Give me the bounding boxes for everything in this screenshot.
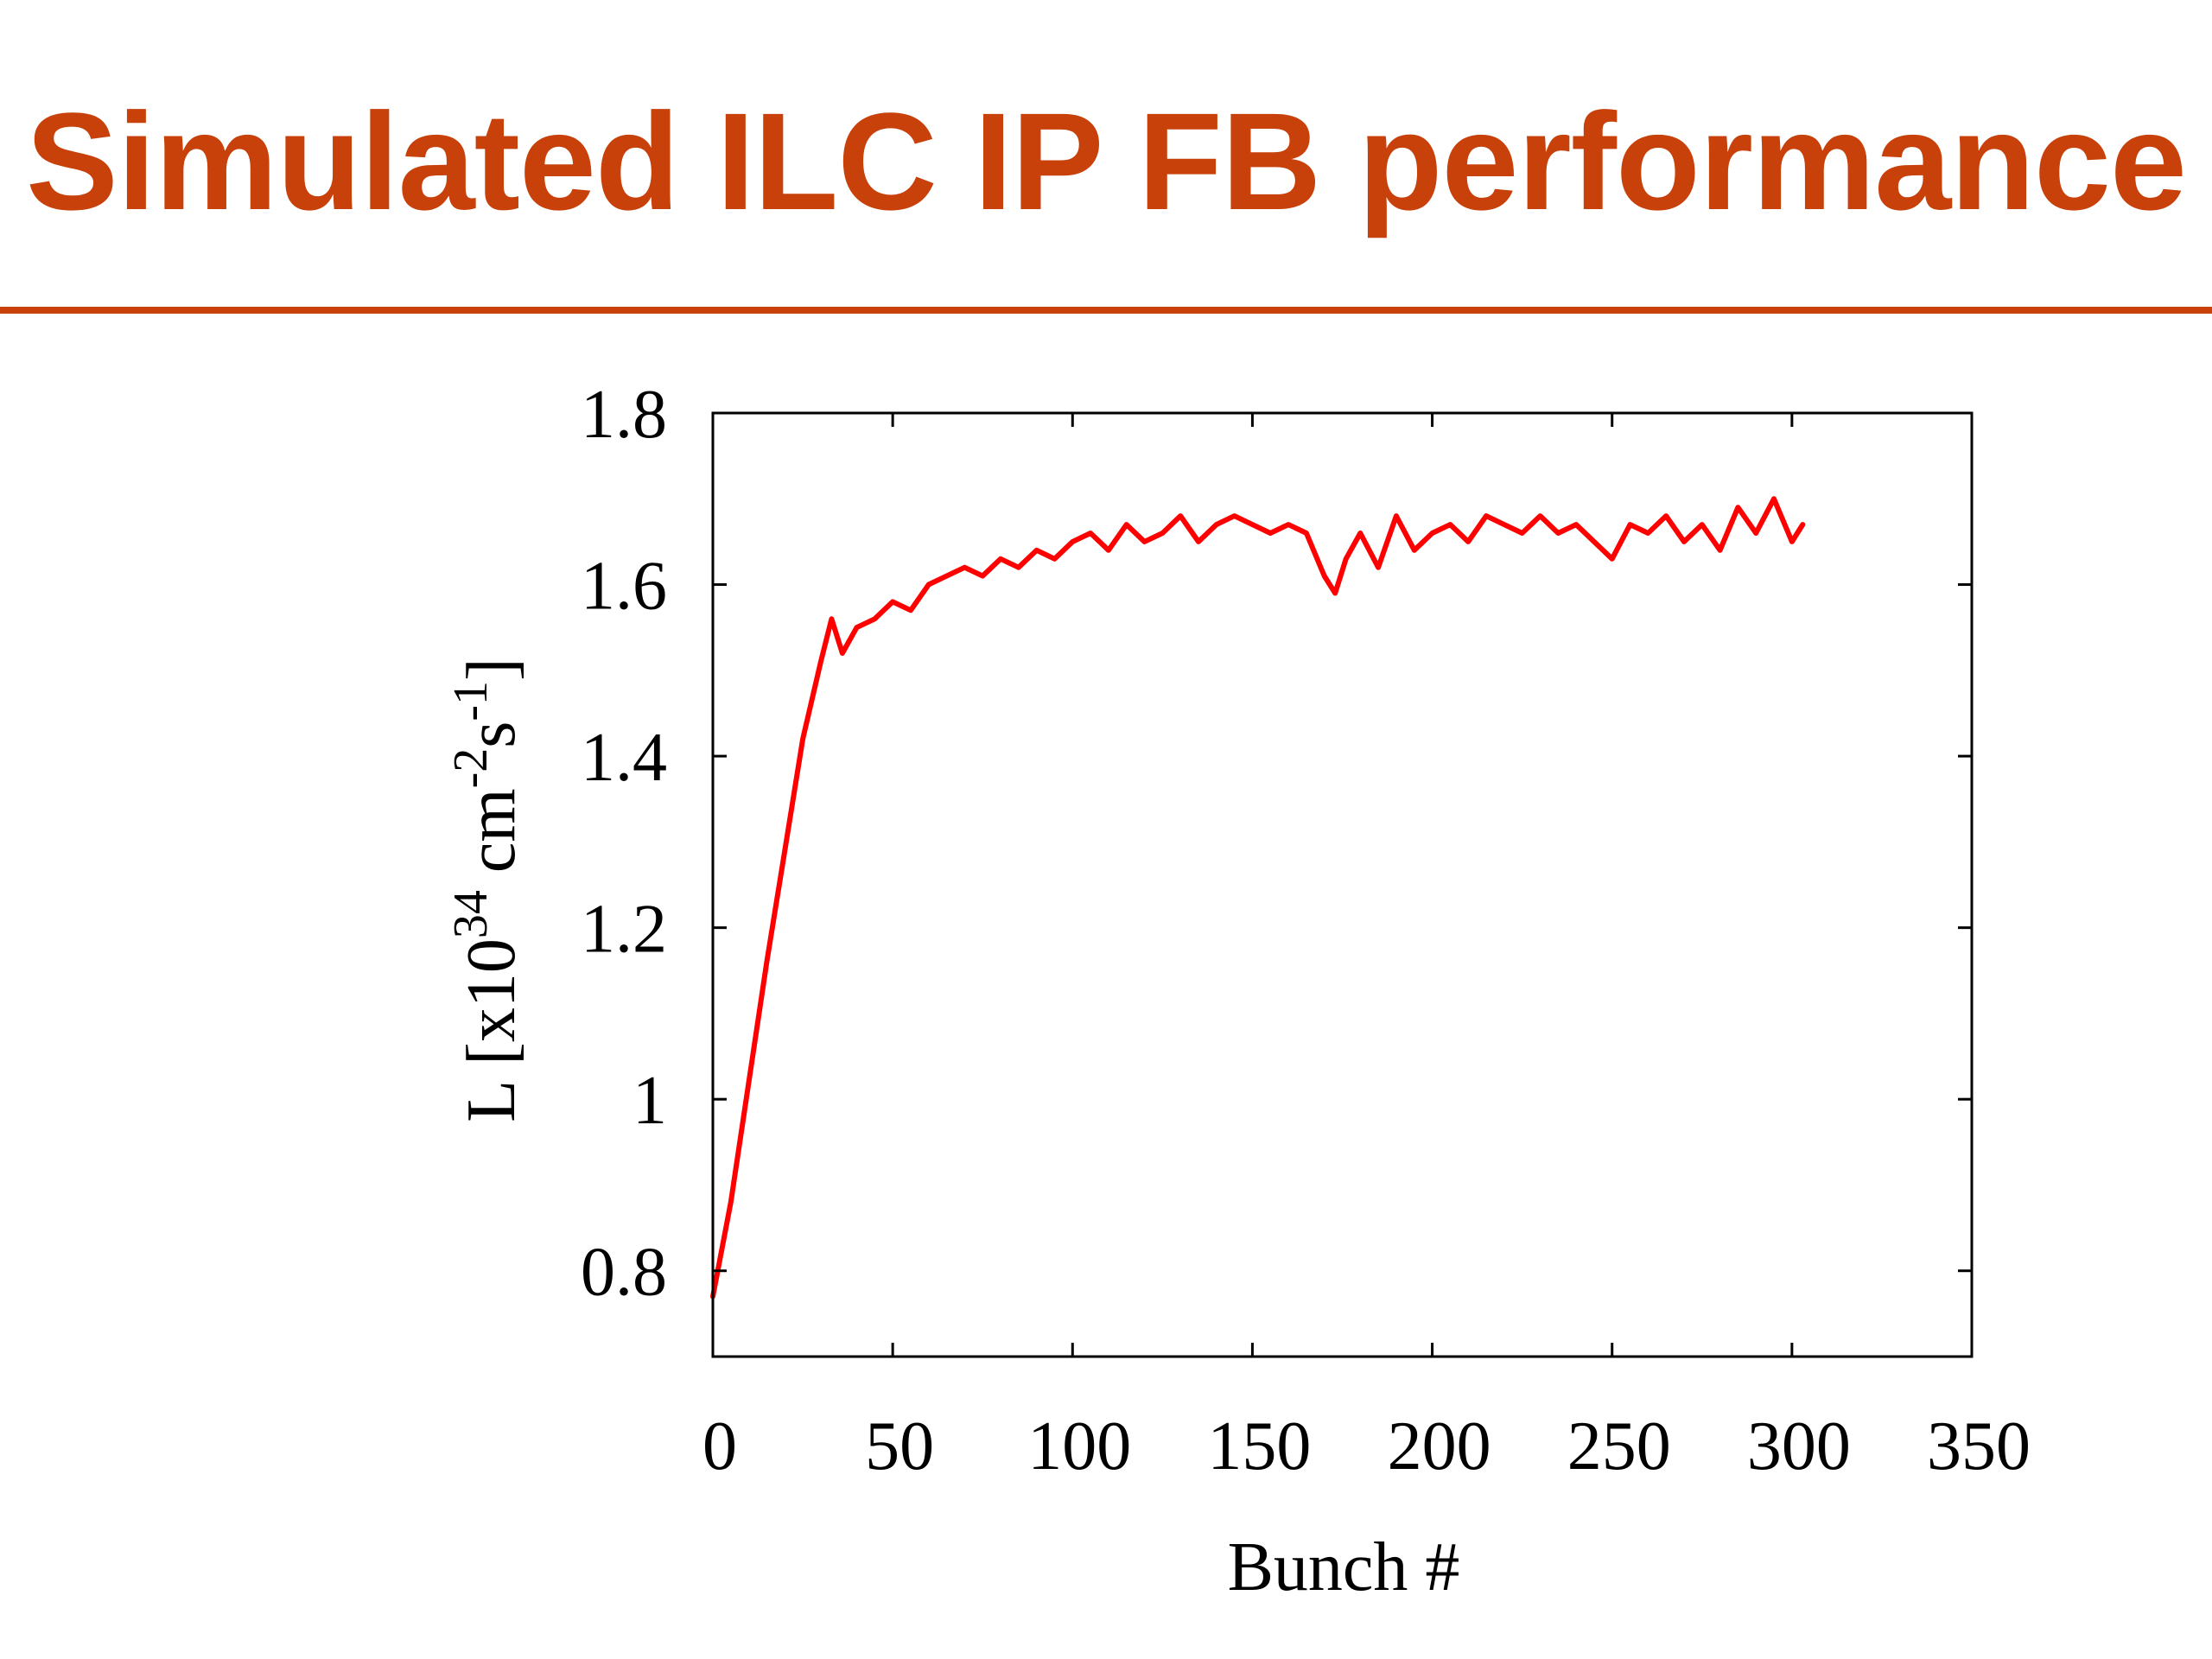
y-axis-label-superscript: -1 bbox=[444, 681, 498, 721]
x-axis-label: Bunch # bbox=[1228, 1529, 1460, 1605]
luminosity-series-line bbox=[710, 496, 1806, 1300]
tick-labels: 0 50 100 150 200 250 300 350 0.8 1 1.2 1.4 1.6 1.8 bbox=[581, 377, 2031, 1484]
x-tick-label: 300 bbox=[1747, 1408, 1851, 1484]
x-tick-label: 150 bbox=[1207, 1408, 1311, 1484]
y-axis-label-part: ] bbox=[454, 658, 530, 681]
x-tick-label: 50 bbox=[865, 1408, 934, 1484]
y-axis-label: L [x1034 cm-2s-1] bbox=[444, 658, 530, 1122]
x-tick-label: 250 bbox=[1567, 1408, 1671, 1484]
slide-title: Simulated ILC IP FB performance bbox=[26, 84, 2187, 238]
y-tick-label: 1.2 bbox=[581, 892, 667, 968]
title-divider bbox=[0, 307, 2212, 314]
x-tick-label: 100 bbox=[1027, 1408, 1131, 1484]
y-tick-label: 1.8 bbox=[581, 377, 667, 453]
plot-frame bbox=[711, 411, 1974, 1358]
y-axis-label-part: L [x10 bbox=[454, 938, 530, 1122]
y-axis-label-part: s bbox=[454, 721, 530, 748]
y-axis-label-superscript: 34 bbox=[444, 890, 498, 938]
y-tick-label: 0.8 bbox=[581, 1235, 667, 1311]
x-tick-label: 0 bbox=[702, 1408, 737, 1484]
axes bbox=[711, 411, 1974, 1358]
plot-area bbox=[710, 496, 1806, 1300]
y-axis-label-part: cm bbox=[454, 788, 530, 890]
y-tick-label: 1 bbox=[632, 1063, 667, 1139]
y-axis-label-superscript: -2 bbox=[444, 748, 498, 789]
y-tick-label: 1.6 bbox=[581, 549, 667, 625]
x-tick-label: 200 bbox=[1388, 1408, 1491, 1484]
x-tick-label: 350 bbox=[1927, 1408, 2031, 1484]
y-tick-label: 1.4 bbox=[581, 720, 667, 796]
